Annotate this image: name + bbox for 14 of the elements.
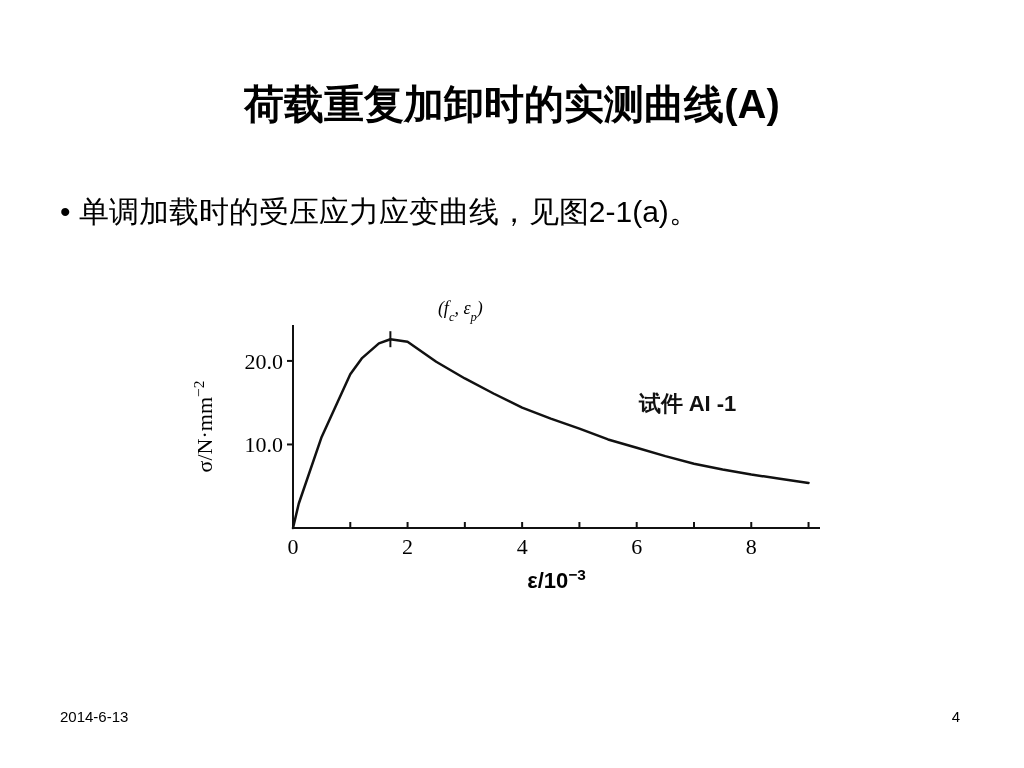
x-tick-label: 2 bbox=[402, 534, 414, 559]
text: 4 bbox=[951, 708, 960, 725]
series-label: 试件 AI -1 bbox=[637, 390, 737, 416]
x-tick-label: 0 bbox=[287, 534, 299, 559]
x-tick-label: 8 bbox=[745, 534, 757, 559]
x-tick-label: 4 bbox=[516, 534, 528, 559]
annotation: (f$_{c}$, ε$_{p}$) bbox=[437, 298, 483, 325]
chart-title: 荷载重复加卸时的实测曲线(A) bbox=[243, 82, 780, 126]
text: 2014-6-13 bbox=[60, 708, 129, 725]
x-axis-title: ε/10$^{−3}$ bbox=[527, 565, 586, 593]
chart-subtitle: • 单调加载时的受压应力应变曲线，见图2-1(a)。 bbox=[60, 195, 699, 228]
y-tick-label: 10.0 bbox=[244, 432, 283, 458]
y-tick-label: 20.0 bbox=[244, 348, 283, 374]
x-tick-label: 6 bbox=[631, 534, 643, 559]
